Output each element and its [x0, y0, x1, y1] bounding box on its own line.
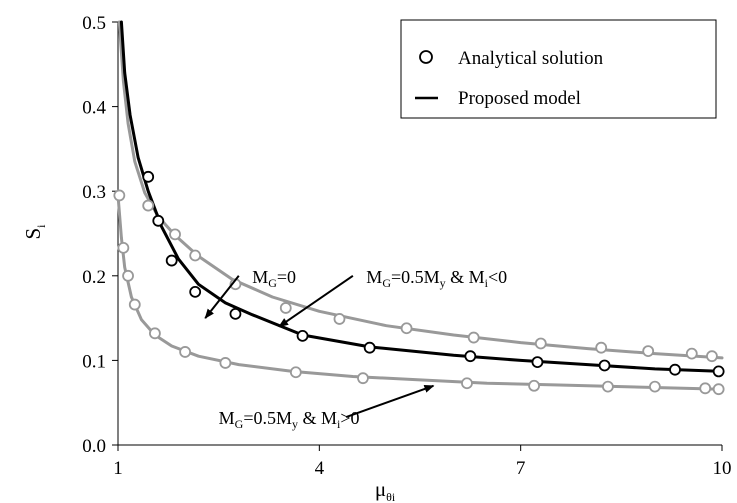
- analytical-point: [142, 170, 155, 183]
- legend: Analytical solution Proposed model: [400, 19, 717, 119]
- analytical-point: [400, 322, 413, 335]
- analytical-point: [534, 337, 547, 350]
- analytical-point: [169, 228, 181, 241]
- analytical-point: [648, 380, 661, 393]
- series-layer: [113, 20, 725, 396]
- analytical-point: [229, 307, 242, 320]
- x-axis-title: μθi: [375, 477, 396, 503]
- analytical-point: [467, 331, 480, 344]
- analytical-point: [602, 380, 614, 393]
- analytical-point: [165, 254, 178, 267]
- analytical-point: [464, 350, 477, 363]
- analytical-point: [333, 313, 346, 325]
- analytical-point: [149, 327, 161, 340]
- annotation-layer: MG=0 MG=0.5My & Mi<0 MG=0.5My & Mi>0: [204, 267, 507, 431]
- legend-label-analytical: Analytical solution: [458, 48, 604, 69]
- analytical-point: [685, 347, 698, 360]
- y-tick-label: 0.1: [82, 351, 106, 372]
- y-tick-label: 0.4: [82, 98, 106, 119]
- analytical-point: [189, 249, 202, 262]
- analytical-point: [669, 363, 681, 376]
- y-tick-label: 0.2: [82, 267, 106, 288]
- analytical-point: [128, 298, 141, 311]
- analytical-point: [279, 302, 292, 314]
- x-tick-label: 10: [713, 458, 732, 479]
- legend-label-model: Proposed model: [458, 88, 581, 109]
- analytical-point: [642, 345, 655, 357]
- legend-box: [400, 19, 717, 119]
- x-tick-label: 4: [315, 458, 325, 479]
- annotation-arrow: [278, 274, 354, 328]
- analytical-point: [142, 199, 155, 212]
- analytical-point: [219, 357, 232, 369]
- analytical-point: [595, 341, 608, 354]
- analytical-point: [152, 214, 165, 227]
- y-axis-title: Si: [21, 224, 48, 240]
- analytical-point: [113, 189, 126, 202]
- annotation-label: MG=0.5My & Mi<0: [366, 267, 507, 290]
- analytical-point: [528, 379, 540, 392]
- axes: 0.0 0.1 0.2 0.3 0.4 0.5 1 4 7 10: [82, 13, 731, 479]
- analytical-point: [189, 285, 202, 298]
- y-tick-label: 0.0: [82, 436, 106, 457]
- annotation-arrow: [204, 275, 240, 319]
- annotation-label: MG=0.5My & Mi>0: [219, 408, 360, 431]
- analytical-point: [461, 377, 473, 390]
- y-tick-label: 0.5: [82, 13, 106, 34]
- analytical-point: [296, 329, 309, 342]
- annotation-arrow: [345, 384, 435, 419]
- x-tick-label: 1: [113, 458, 123, 479]
- analytical-point: [531, 356, 544, 368]
- analytical-point: [122, 269, 134, 282]
- y-tick-label: 0.3: [82, 182, 106, 203]
- x-tick-label: 7: [516, 458, 526, 479]
- analytical-point: [117, 241, 130, 254]
- analytical-point: [363, 341, 376, 354]
- analytical-point: [289, 366, 302, 379]
- annotation-label: MG=0: [252, 267, 296, 290]
- analytical-point: [712, 365, 725, 378]
- analytical-point: [699, 382, 712, 395]
- model-curve: [116, 193, 724, 391]
- analytical-point: [598, 359, 611, 372]
- legend-marker-analytical: [419, 50, 433, 64]
- analytical-point: [712, 383, 725, 396]
- analytical-point: [706, 350, 718, 363]
- analytical-point: [357, 372, 369, 385]
- analytical-point: [179, 346, 192, 358]
